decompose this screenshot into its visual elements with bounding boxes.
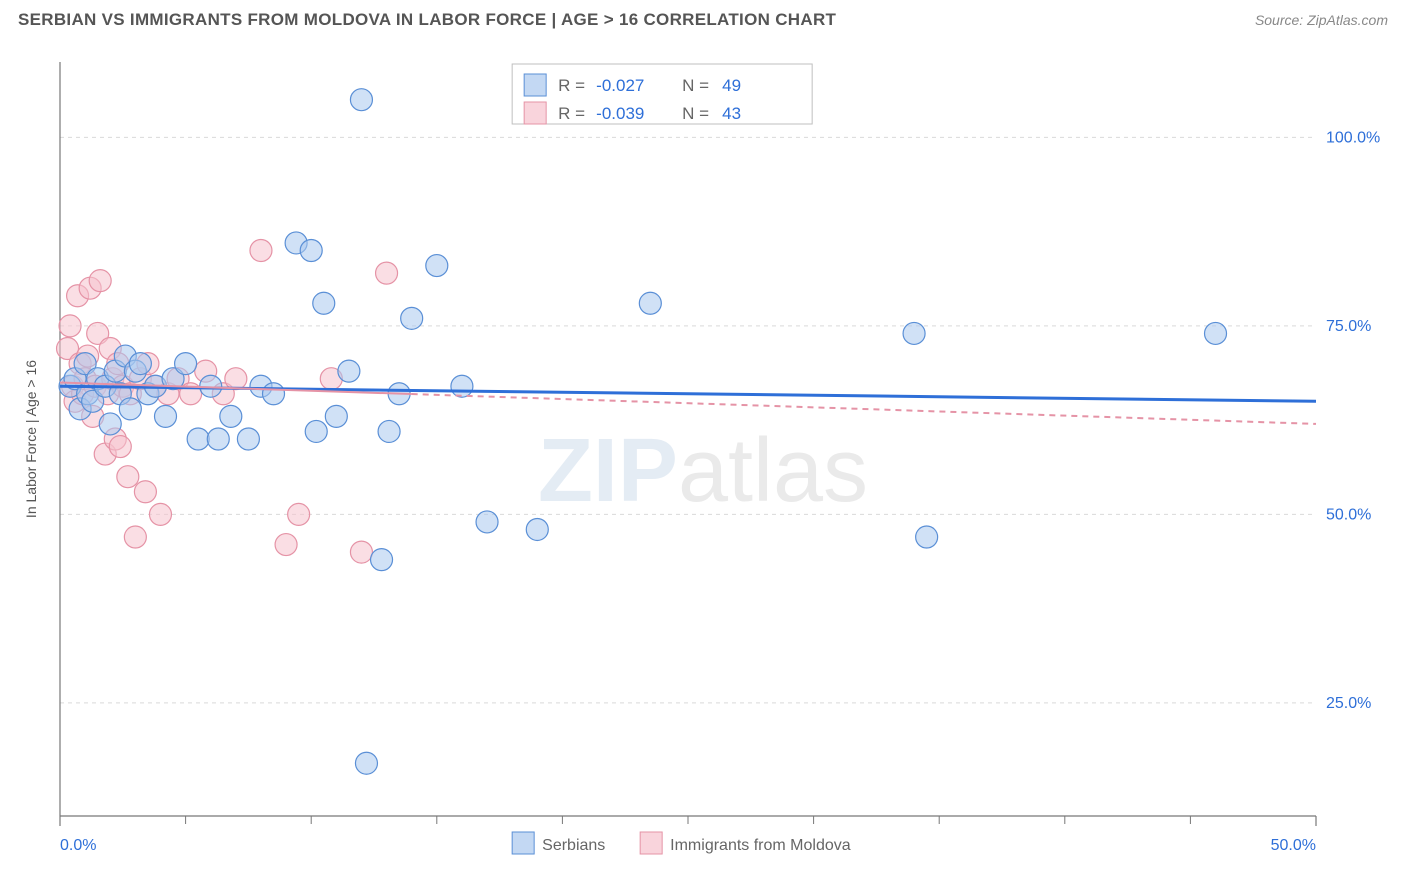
- data-point: [313, 292, 335, 314]
- data-point: [325, 405, 347, 427]
- y-tick-label: 75.0%: [1326, 318, 1371, 335]
- y-tick-label: 25.0%: [1326, 695, 1371, 712]
- data-point: [117, 466, 139, 488]
- bottom-legend-swatch: [640, 832, 662, 854]
- data-point: [275, 534, 297, 556]
- legend-box: [512, 64, 812, 124]
- legend-n-value: 43: [722, 104, 741, 123]
- data-point: [903, 322, 925, 344]
- bottom-legend-label: Immigrants from Moldova: [670, 837, 851, 854]
- data-point: [476, 511, 498, 533]
- data-point: [350, 89, 372, 111]
- legend-r-value: -0.027: [596, 76, 644, 95]
- data-point: [1205, 322, 1227, 344]
- data-point: [124, 526, 146, 548]
- data-point: [916, 526, 938, 548]
- data-point: [526, 518, 548, 540]
- data-point: [355, 752, 377, 774]
- data-point: [187, 428, 209, 450]
- y-tick-label: 100.0%: [1326, 129, 1380, 146]
- x-tick-label: 0.0%: [60, 837, 96, 854]
- y-tick-label: 50.0%: [1326, 506, 1371, 523]
- bottom-legend-label: Serbians: [542, 837, 605, 854]
- data-point: [305, 420, 327, 442]
- data-point: [378, 420, 400, 442]
- data-point: [376, 262, 398, 284]
- legend-n-label: N =: [682, 76, 709, 95]
- data-point: [250, 240, 272, 262]
- chart-title: SERBIAN VS IMMIGRANTS FROM MOLDOVA IN LA…: [18, 10, 836, 30]
- data-point: [237, 428, 259, 450]
- data-point: [207, 428, 229, 450]
- data-point: [129, 353, 151, 375]
- data-point: [175, 353, 197, 375]
- data-point: [89, 270, 111, 292]
- legend-r-label: R =: [558, 76, 585, 95]
- chart-area: 0.0% 50.0% 25.0% 50.0% 75.0% 100.0% In Labor F…: [18, 40, 1388, 872]
- data-point: [371, 549, 393, 571]
- data-point: [288, 503, 310, 525]
- data-point: [338, 360, 360, 382]
- bottom-legend-swatch: [512, 832, 534, 854]
- data-point: [59, 315, 81, 337]
- data-point: [639, 292, 661, 314]
- legend-swatch: [524, 102, 546, 124]
- legend-r-label: R =: [558, 104, 585, 123]
- data-point: [119, 398, 141, 420]
- data-point: [401, 307, 423, 329]
- data-point: [99, 413, 121, 435]
- data-point: [300, 240, 322, 262]
- data-point: [134, 481, 156, 503]
- data-point: [263, 383, 285, 405]
- data-point: [350, 541, 372, 563]
- legend-r-value: -0.039: [596, 104, 644, 123]
- legend-n-value: 49: [722, 76, 741, 95]
- data-point: [155, 405, 177, 427]
- legend-swatch: [524, 74, 546, 96]
- data-point: [149, 503, 171, 525]
- data-point: [109, 436, 131, 458]
- data-point: [220, 405, 242, 427]
- data-point: [426, 255, 448, 277]
- data-point: [225, 368, 247, 390]
- legend-n-label: N =: [682, 104, 709, 123]
- data-point: [451, 375, 473, 397]
- scatter-chart: 0.0% 50.0% 25.0% 50.0% 75.0% 100.0% In Labor F…: [18, 40, 1388, 872]
- source-label: Source: ZipAtlas.com: [1255, 12, 1388, 28]
- y-axis-label: In Labor Force | Age > 16: [23, 360, 39, 518]
- x-tick-label: 50.0%: [1271, 837, 1316, 854]
